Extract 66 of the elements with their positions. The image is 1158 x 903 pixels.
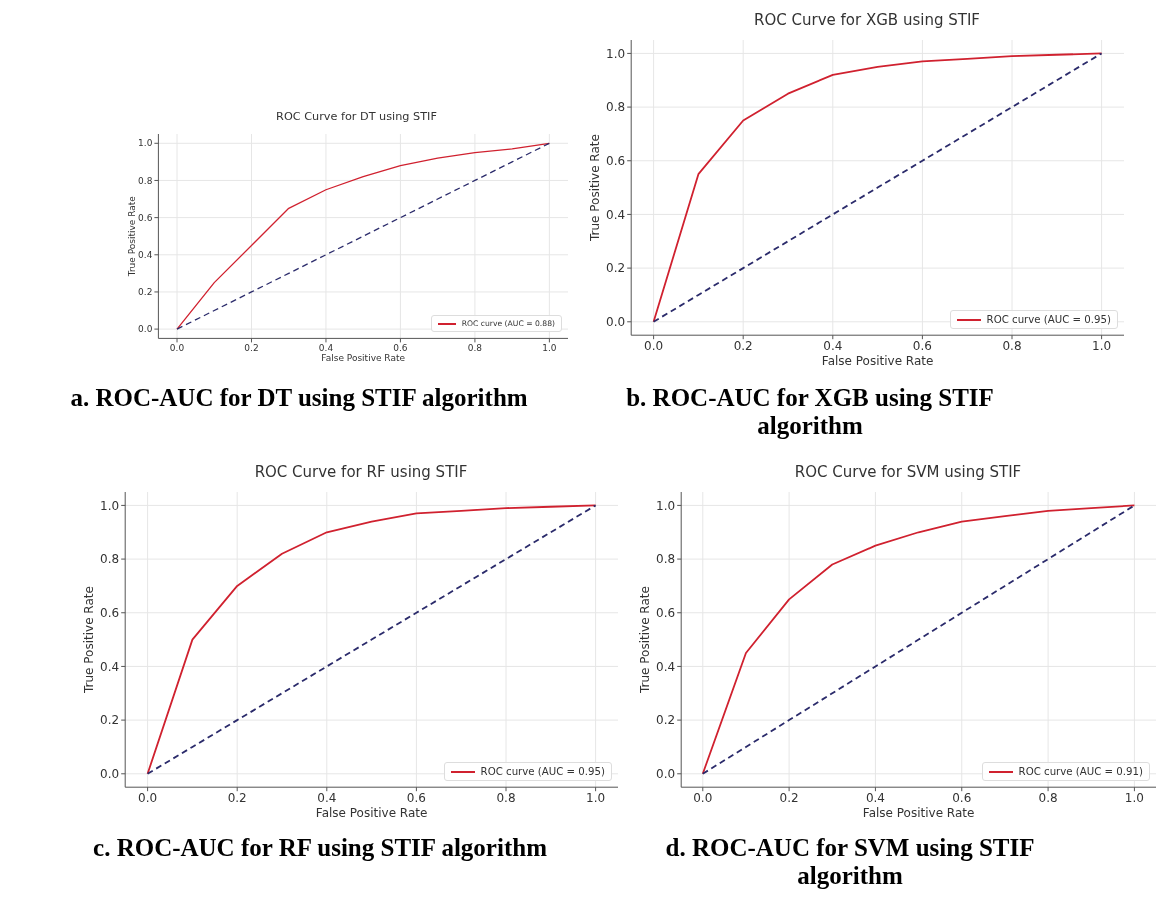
y-tick-label: 0.8 [138,175,153,186]
y-tick-label: 1.0 [138,138,153,149]
text: a. ROC-AUC for DT using STIF algorithm [69,384,529,412]
x-tick-label: 0.8 [1002,338,1022,353]
y-tick-label: 0.4 [656,659,676,674]
y-tick-label: 1.0 [100,498,120,513]
x-tick-label: 0.6 [912,338,932,353]
x-tick-label: 1.0 [1124,790,1144,805]
text: d. ROC-AUC for SVM using STIF algorithm [664,834,1036,890]
x-tick-label: 0.2 [779,790,799,805]
y-tick-label: 0.8 [606,100,626,115]
y-tick-label: 0.0 [100,767,120,782]
y-tick-label: 0.6 [656,606,676,621]
y-tick-label: 0.8 [100,552,120,567]
y-axis-title: True Positive Rate [588,134,603,243]
y-axis-title: True Positive Rate [638,586,653,695]
x-tick-label: 0.2 [733,338,753,353]
y-tick-label: 0.8 [656,552,676,567]
y-tick-label: 0.2 [138,287,153,298]
y-axis-title: True Positive Rate [82,586,97,695]
x-axis-title: False Positive Rate [315,806,428,821]
x-tick-label: 0.8 [467,342,483,353]
chart-title: ROC Curve for SVM using STIF [793,462,1023,483]
chart-title: ROC Curve for XGB using STIF [753,10,981,31]
x-tick-label: 0.0 [644,338,664,353]
x-axis-title: False Positive Rate [321,352,406,363]
y-tick-label: 0.2 [606,261,626,276]
x-tick-label: 1.0 [1092,338,1112,353]
x-tick-label: 0.6 [406,790,426,805]
x-tick-label: 0.0 [693,790,713,805]
chart-title: ROC Curve for RF using STIF [253,462,469,483]
y-tick-label: 0.6 [138,212,153,223]
y-tick-label: 0.2 [656,713,676,728]
y-tick-label: 0.4 [100,659,120,674]
x-tick-label: 0.8 [1038,790,1058,805]
x-tick-label: 1.0 [586,790,606,805]
y-tick-label: 0.0 [656,767,676,782]
y-tick-label: 0.4 [606,207,626,222]
x-tick-label: 0.8 [496,790,516,805]
y-tick-label: 0.6 [100,606,120,621]
y-tick-label: 0.0 [138,324,153,335]
text: b. ROC-AUC for XGB using STIF algorithm [625,384,995,440]
x-tick-label: 0.4 [317,790,337,805]
legend-label: ROC curve (AUC = 0.91) [1018,766,1143,778]
y-tick-label: 0.4 [138,249,153,260]
x-tick-label: 0.2 [244,342,259,353]
x-tick-label: 0.6 [393,342,408,353]
legend-label: ROC curve (AUC = 0.95) [986,314,1111,326]
x-axis-title: False Positive Rate [862,806,975,821]
chart-title: ROC Curve for DT using STIF [275,109,438,125]
y-tick-label: 1.0 [656,498,676,513]
legend-label: ROC curve (AUC = 0.95) [480,766,605,778]
x-tick-label: 0.4 [318,342,334,353]
x-tick-label: 0.4 [823,338,843,353]
x-tick-label: 0.6 [952,790,972,805]
x-tick-label: 0.0 [169,342,185,353]
x-tick-label: 0.4 [865,790,885,805]
x-axis-title: False Positive Rate [821,354,934,369]
y-tick-label: 0.2 [100,713,120,728]
y-tick-label: 1.0 [606,46,626,61]
y-tick-label: 0.6 [606,154,626,169]
x-tick-label: 1.0 [542,342,557,353]
text: c. ROC-AUC for RF using STIF algorithm [92,834,548,862]
y-tick-label: 0.0 [606,315,626,330]
y-axis-title: True Positive Rate [126,195,137,278]
x-tick-label: 0.2 [227,790,247,805]
